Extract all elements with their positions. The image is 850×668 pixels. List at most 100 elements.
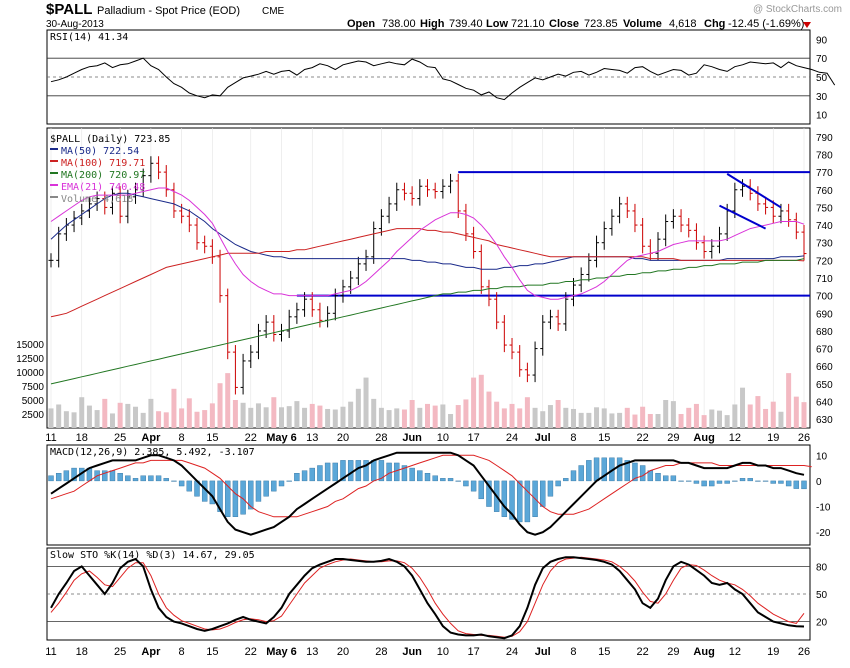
volume-bar <box>786 373 792 428</box>
macd-histogram-bar <box>586 460 592 482</box>
panels: 10 30 50 70 90 RSI(14) 41.34 630 640 650 660 670 68… <box>16 29 836 658</box>
sto-x-tick-label: Jun <box>402 646 422 658</box>
x-tick-label: Aug <box>693 432 714 444</box>
sto-x-tick-label: 17 <box>467 646 479 658</box>
volume-bar <box>63 411 69 428</box>
volume-tick-5000: 5000 <box>22 396 45 407</box>
ohlc-bar <box>532 341 538 383</box>
ohlc-bar <box>509 338 515 360</box>
ohlc-bar <box>386 196 392 224</box>
ohlc-bar <box>701 235 707 259</box>
volume-bar <box>248 407 254 428</box>
volume-tick-10000: 10000 <box>16 368 44 379</box>
x-tick-label: 20 <box>337 432 349 444</box>
macd-histogram-bar <box>401 465 408 482</box>
price-tick-640: 640 <box>816 398 833 409</box>
macd-histogram-bar <box>724 480 730 484</box>
ohlc-bar <box>624 196 630 218</box>
sto-x-tick-label: 12 <box>729 646 741 658</box>
sto-tick-80: 80 <box>816 562 828 573</box>
volume-bar <box>378 407 384 428</box>
price-title: $PALL (Daily) 723.85 <box>50 134 170 145</box>
macd-histogram-bar <box>778 480 784 484</box>
volume-bar <box>547 405 553 428</box>
volume-bar <box>409 400 415 428</box>
volume-bar <box>755 396 761 428</box>
macd-histogram-bar <box>309 467 315 482</box>
macd-histogram-bar <box>678 480 684 482</box>
rsi-tick-10: 10 <box>816 111 828 122</box>
macd-histogram-bar <box>624 460 630 482</box>
macd-histogram-bar <box>424 473 431 482</box>
price-tick-790: 790 <box>816 133 833 144</box>
volume-bar <box>686 407 692 428</box>
ohlc-bar <box>609 209 615 236</box>
price-tick-770: 770 <box>816 168 833 179</box>
volume-bar <box>440 404 446 428</box>
macd-histogram-bar <box>417 470 423 482</box>
macd-histogram-bar <box>793 480 800 489</box>
volume-bar <box>678 414 684 428</box>
volume-bar <box>532 407 538 428</box>
legend-item-0: MA(50) 722.54 <box>61 146 139 157</box>
macd-histogram-bar <box>63 470 70 482</box>
macd-histogram-bar <box>447 478 454 482</box>
macd-histogram-bar <box>732 480 738 482</box>
macd-histogram-bar <box>148 475 154 482</box>
macd-histogram-bar <box>232 480 239 517</box>
volume-bar <box>655 414 661 428</box>
macd-histogram-bar <box>117 473 123 482</box>
chg-value: -12.45 (-1.69%) <box>728 18 804 30</box>
ohlc-bar <box>225 288 231 360</box>
volume-bar <box>156 411 162 428</box>
macd-histogram-bar <box>747 478 753 482</box>
sto-x-tick-label: 19 <box>767 646 779 658</box>
sto-x-tick-label: 22 <box>637 646 649 658</box>
macd-histogram-bar <box>332 462 338 482</box>
ohlc-bar <box>570 278 576 307</box>
volume-bar <box>401 409 407 428</box>
x-tick-label: 22 <box>637 432 649 444</box>
exchange-label: CME <box>262 6 285 17</box>
price-tick-750: 750 <box>816 203 833 214</box>
macd-histogram-bar <box>394 462 400 482</box>
ohlc-bar <box>732 182 738 218</box>
macd-histogram-bar <box>378 460 385 482</box>
macd-histogram-bar <box>48 475 54 482</box>
legend-item-4: Volume 4,618 <box>61 194 133 205</box>
volume-bar <box>417 407 423 428</box>
volume-bar <box>609 413 615 428</box>
ohlc-bar <box>786 203 792 227</box>
ohlc-bar <box>417 179 423 206</box>
macd-histogram-bar <box>109 470 116 482</box>
ohlc-bar <box>340 279 346 303</box>
macd-histogram-bar <box>163 478 169 482</box>
macd-histogram-bar <box>271 480 277 492</box>
volume-bar <box>148 398 154 428</box>
rsi-tick-50: 50 <box>816 73 828 84</box>
ohlc-bar <box>709 239 715 259</box>
macd-histogram-bar <box>440 478 446 482</box>
ohlc-bar <box>248 345 254 368</box>
macd-tick--20: -20 <box>816 528 831 539</box>
ohlc-bar <box>140 168 146 197</box>
rsi-tick-30: 30 <box>816 92 828 103</box>
macd-histogram-bar <box>363 460 369 482</box>
sto-tick-50: 50 <box>816 590 828 601</box>
rsi-title: RSI(14) 41.34 <box>50 32 128 43</box>
volume-bar <box>601 408 607 428</box>
volume-bar <box>371 398 377 428</box>
sto-x-tick-label: 18 <box>76 646 88 658</box>
macd-histogram-bar <box>278 480 285 487</box>
price-tick-740: 740 <box>816 221 833 232</box>
macd-histogram-bar <box>524 480 531 523</box>
chg-label: Chg <box>704 18 725 30</box>
volume-bar <box>540 411 546 428</box>
macd-histogram-bar <box>178 480 185 487</box>
x-tick-label: 10 <box>437 432 449 444</box>
down-arrow-icon <box>803 22 811 28</box>
price-tick-710: 710 <box>816 274 833 285</box>
volume-bar <box>494 401 500 428</box>
sto-x-tick-label: 24 <box>506 646 518 658</box>
x-tick-label: 19 <box>767 432 779 444</box>
